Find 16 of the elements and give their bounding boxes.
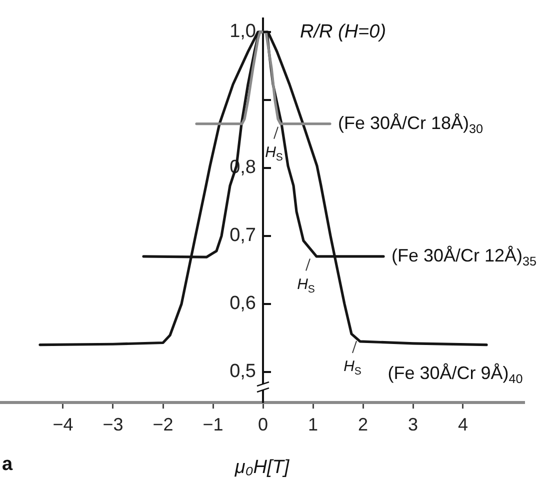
x-tick-label: −2 (152, 414, 174, 434)
y-tick-label: 0,5 (230, 361, 256, 382)
x-tick-label: −4 (52, 414, 74, 434)
x-tick-label: 0 (258, 414, 268, 434)
x-tick-label: −1 (202, 414, 224, 434)
y-axis-title: R/R (H=0) (300, 21, 386, 42)
y-tick-label: 0,7 (230, 225, 256, 246)
x-tick-label: 1 (308, 414, 318, 434)
text: a (2, 454, 13, 476)
x-tick-label: 2 (358, 414, 368, 434)
x-tick-label: 4 (458, 414, 468, 434)
y-tick-label: 1,0 (230, 21, 256, 42)
y-tick-label: 0,6 (230, 293, 256, 314)
x-tick-label: 3 (408, 414, 418, 434)
x-tick-label: −3 (102, 414, 124, 434)
x-axis-title: μ₀H[T] (234, 456, 290, 478)
